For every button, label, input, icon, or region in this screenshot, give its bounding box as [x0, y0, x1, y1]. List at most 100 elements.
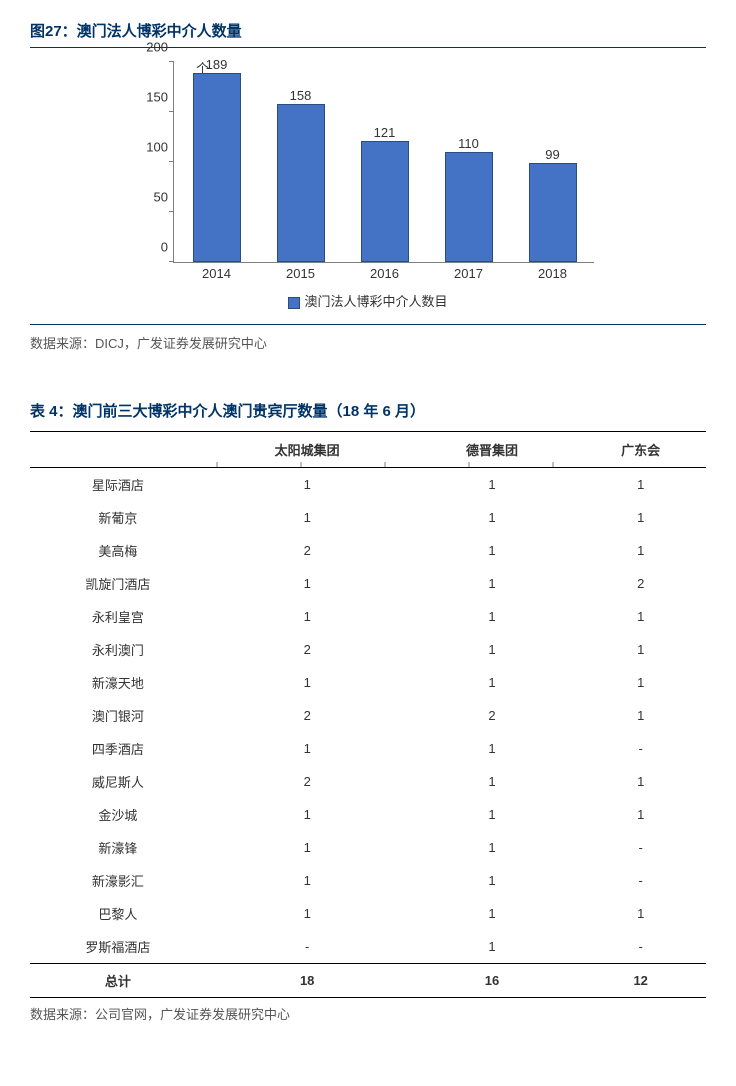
table-cell: 1: [409, 897, 576, 930]
table-cell: 1: [409, 732, 576, 765]
table-row: 凯旋门酒店112: [30, 567, 706, 600]
table-cell: 2: [575, 567, 706, 600]
table-cell: 1: [206, 600, 409, 633]
table-cell: 新葡京: [30, 501, 206, 534]
bar-value-label: 189: [206, 57, 228, 74]
table-row: 星际酒店111: [30, 468, 706, 502]
table-cell: 1: [409, 666, 576, 699]
table-total-row: 总计181612: [30, 964, 706, 998]
table-cell: 1: [575, 468, 706, 502]
table-cell: 1: [575, 897, 706, 930]
x-tick-label: 2017: [454, 262, 483, 281]
y-tick-label: 100: [134, 140, 168, 155]
table-cell: 1: [206, 831, 409, 864]
bar: 121: [361, 141, 409, 262]
table-cell: 1: [409, 930, 576, 964]
table-cell: -: [575, 864, 706, 897]
bar-value-label: 121: [374, 125, 396, 142]
x-tick-label: 2018: [538, 262, 567, 281]
bar-chart: 个 05010015020018920141582015121201611020…: [118, 62, 618, 310]
table-row: 新濠天地111: [30, 666, 706, 699]
table-row: 金沙城111: [30, 798, 706, 831]
table-row: 罗斯福酒店-1-: [30, 930, 706, 964]
table-total-cell: 12: [575, 964, 706, 998]
y-tick-mark: [169, 261, 174, 262]
table-row: 威尼斯人211: [30, 765, 706, 798]
bar: 110: [445, 152, 493, 262]
table-cell: 1: [575, 600, 706, 633]
table-cell: 2: [206, 699, 409, 732]
table-cell: 1: [575, 501, 706, 534]
table-column-header: 太阳城集团: [206, 432, 409, 468]
table-cell: 1: [409, 831, 576, 864]
table-cell: 1: [206, 666, 409, 699]
y-tick-mark: [169, 61, 174, 62]
table-cell: 1: [575, 666, 706, 699]
table-row: 新濠锋11-: [30, 831, 706, 864]
x-tick-label: 2014: [202, 262, 231, 281]
table-cell: 新濠天地: [30, 666, 206, 699]
table-cell: 1: [575, 633, 706, 666]
table-cell: 新濠影汇: [30, 864, 206, 897]
table-header-row: 太阳城集团德晋集团广东会: [30, 432, 706, 468]
table-cell: 1: [575, 798, 706, 831]
chart-legend: 澳门法人博彩中介人数目: [118, 291, 618, 310]
y-tick-mark: [169, 211, 174, 212]
table-cell: 1: [206, 864, 409, 897]
table-cell: 1: [206, 501, 409, 534]
bar-value-label: 99: [545, 147, 559, 164]
table-cell: 1: [206, 897, 409, 930]
table-cell: 1: [575, 534, 706, 567]
table-cell: 永利澳门: [30, 633, 206, 666]
table-row: 巴黎人111: [30, 897, 706, 930]
table-cell: 1: [409, 600, 576, 633]
table-row: 新葡京111: [30, 501, 706, 534]
table-column-header: [30, 432, 206, 468]
legend-swatch: [288, 297, 300, 309]
bar: 99: [529, 163, 577, 262]
table-cell: 1: [409, 501, 576, 534]
y-tick-mark: [169, 111, 174, 112]
table-cell: 金沙城: [30, 798, 206, 831]
x-tick-label: 2016: [370, 262, 399, 281]
bar: 189: [193, 73, 241, 262]
table-cell: 威尼斯人: [30, 765, 206, 798]
table-row: 新濠影汇11-: [30, 864, 706, 897]
x-tick-mark: [468, 462, 469, 467]
table-cell: -: [575, 732, 706, 765]
table-cell: 1: [409, 798, 576, 831]
y-tick-label: 50: [134, 190, 168, 205]
table-cell: 2: [206, 765, 409, 798]
table-total-cell: 16: [409, 964, 576, 998]
table-cell: 1: [409, 468, 576, 502]
table-cell: 四季酒店: [30, 732, 206, 765]
table-cell: 1: [409, 864, 576, 897]
table-cell: -: [575, 831, 706, 864]
figure-title: 图27：澳门法人博彩中介人数量: [30, 20, 706, 48]
table-cell: 美高梅: [30, 534, 206, 567]
y-tick-label: 200: [134, 40, 168, 55]
table-cell: 1: [575, 765, 706, 798]
table-cell: 1: [409, 567, 576, 600]
table-cell: 1: [409, 534, 576, 567]
bar-value-label: 158: [290, 88, 312, 105]
bar-value-label: 110: [458, 136, 479, 153]
table-row: 永利皇宫111: [30, 600, 706, 633]
table-cell: 2: [409, 699, 576, 732]
table-column-header: 广东会: [575, 432, 706, 468]
plot-area: 0501001502001892014158201512120161102017…: [173, 62, 594, 263]
x-tick-mark: [552, 462, 553, 467]
table-cell: -: [575, 930, 706, 964]
x-tick-mark: [300, 462, 301, 467]
table-row: 美高梅211: [30, 534, 706, 567]
table-total-cell: 18: [206, 964, 409, 998]
table-cell: 2: [206, 534, 409, 567]
table-cell: -: [206, 930, 409, 964]
x-tick-mark: [384, 462, 385, 467]
x-tick-mark: [216, 462, 217, 467]
table-cell: 新濠锋: [30, 831, 206, 864]
table-cell: 永利皇宫: [30, 600, 206, 633]
table-cell: 1: [206, 567, 409, 600]
table-cell: 1: [206, 732, 409, 765]
table-cell: 1: [206, 798, 409, 831]
